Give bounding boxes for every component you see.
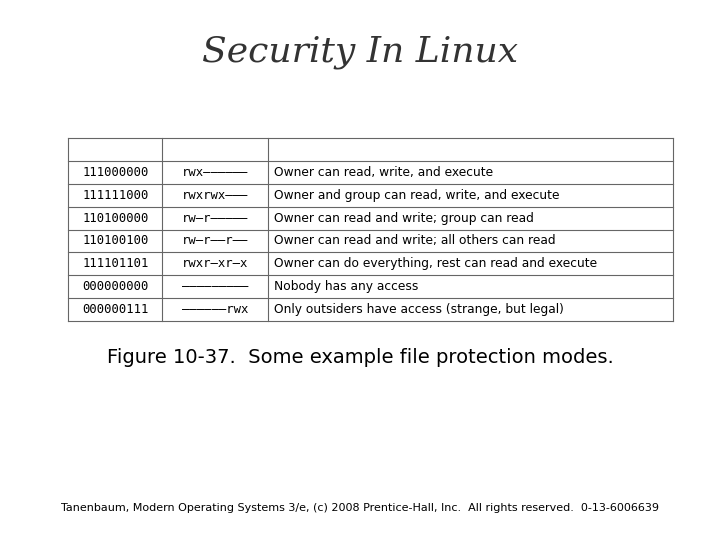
Text: Owner can read, write, and execute: Owner can read, write, and execute — [274, 166, 493, 179]
Text: 111111000: 111111000 — [82, 188, 148, 201]
Text: rw–r––r––: rw–r––r–– — [182, 234, 248, 247]
Text: 110100000: 110100000 — [82, 212, 148, 225]
Text: Owner can do everything, rest can read and execute: Owner can do everything, rest can read a… — [274, 258, 597, 271]
Text: Figure 10-37.  Some example file protection modes.: Figure 10-37. Some example file protecti… — [107, 348, 613, 367]
Text: 111101101: 111101101 — [82, 258, 148, 271]
Text: ––––––rwx: ––––––rwx — [182, 303, 248, 316]
Text: Allowed file accesses: Allowed file accesses — [391, 143, 550, 156]
Text: Binary: Binary — [91, 143, 140, 156]
Text: Security In Linux: Security In Linux — [202, 35, 518, 69]
Text: Owner can read and write; all others can read: Owner can read and write; all others can… — [274, 234, 555, 247]
Text: 110100100: 110100100 — [82, 234, 148, 247]
Text: rwxrwx–––: rwxrwx––– — [182, 188, 248, 201]
Text: Owner can read and write; group can read: Owner can read and write; group can read — [274, 212, 534, 225]
Text: –––––––––: ––––––––– — [182, 280, 248, 293]
Text: Tanenbaum, Modern Operating Systems 3/e, (c) 2008 Prentice-Hall, Inc.  All right: Tanenbaum, Modern Operating Systems 3/e,… — [61, 503, 659, 512]
Text: rwx––––––: rwx–––––– — [182, 166, 248, 179]
Text: Nobody has any access: Nobody has any access — [274, 280, 418, 293]
Text: 000000111: 000000111 — [82, 303, 148, 316]
Text: Only outsiders have access (strange, but legal): Only outsiders have access (strange, but… — [274, 303, 564, 316]
Text: Owner and group can read, write, and execute: Owner and group can read, write, and exe… — [274, 188, 559, 201]
Text: 000000000: 000000000 — [82, 280, 148, 293]
Text: Symbolic: Symbolic — [181, 143, 249, 156]
Text: rwxr–xr–x: rwxr–xr–x — [182, 258, 248, 271]
Text: rw–r–––––: rw–r––––– — [182, 212, 248, 225]
Text: 111000000: 111000000 — [82, 166, 148, 179]
